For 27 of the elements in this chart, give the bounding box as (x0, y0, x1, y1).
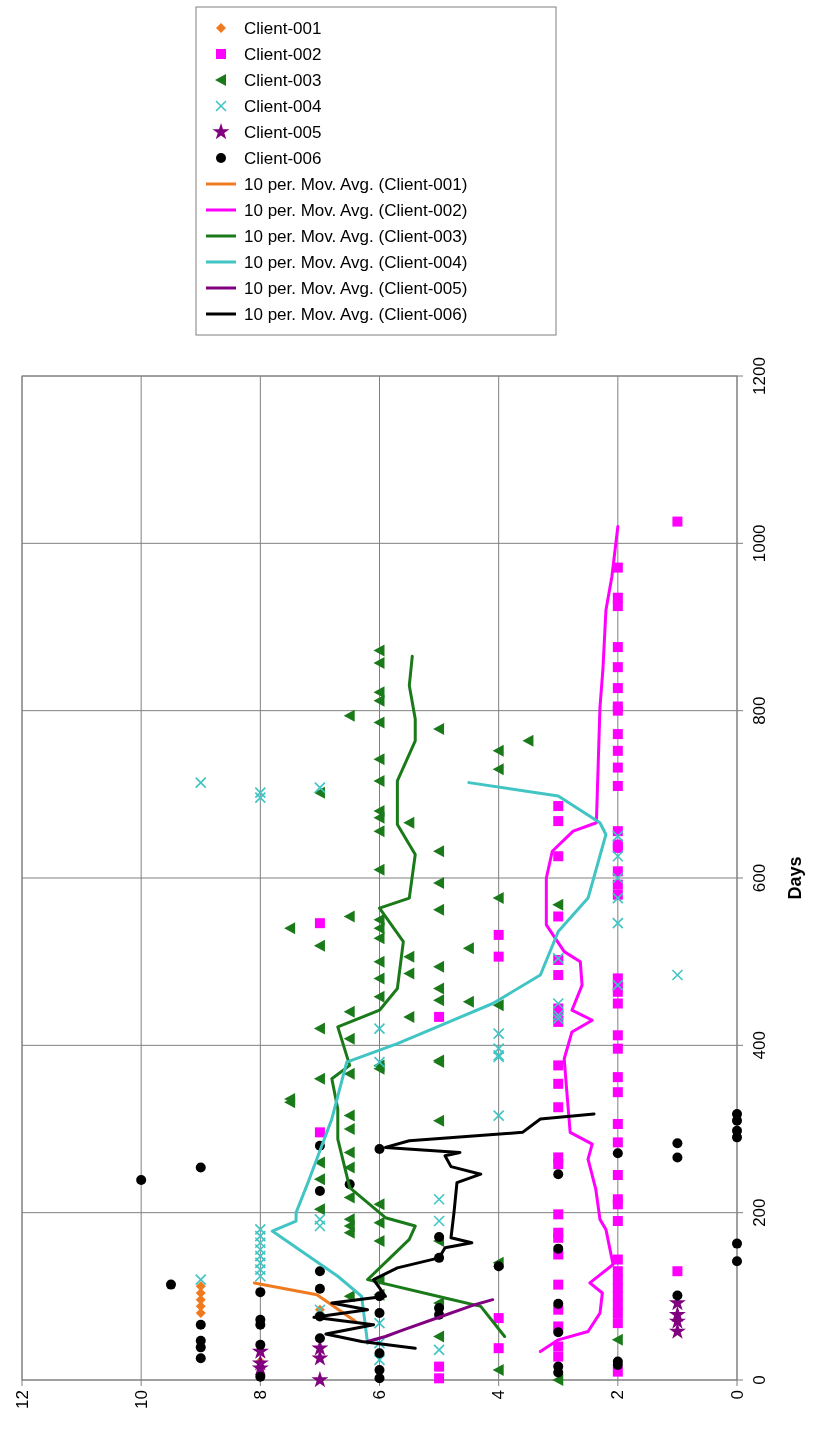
legend-label: 10 per. Mov. Avg. (Client-005) (244, 278, 468, 298)
x-tick-label: 10 (131, 1390, 151, 1409)
y-tick-label: 600 (749, 863, 769, 893)
y-tick-label: 1200 (749, 357, 769, 395)
legend-label: Client-001 (244, 18, 322, 38)
legend-label: Client-004 (244, 96, 322, 116)
legend-label: 10 per. Mov. Avg. (Client-003) (244, 226, 468, 246)
x-tick-label: 4 (489, 1390, 509, 1400)
legend-label: 10 per. Mov. Avg. (Client-001) (244, 174, 468, 194)
y-tick-label: 200 (749, 1198, 769, 1227)
legend-label: Client-005 (244, 122, 322, 142)
legend-label: 10 per. Mov. Avg. (Client-006) (244, 304, 468, 324)
legend-label: Client-003 (244, 70, 322, 90)
x-tick-label: 6 (370, 1390, 389, 1400)
x-tick-label: 12 (12, 1390, 32, 1409)
y-tick-label: 0 (749, 1375, 769, 1385)
legend-label: 10 per. Mov. Avg. (Client-002) (244, 200, 468, 220)
y-tick-label: 400 (749, 1031, 769, 1060)
y-axis-title: Days (785, 856, 805, 900)
x-tick-label: 0 (727, 1390, 747, 1400)
x-tick-label: 8 (250, 1390, 270, 1400)
legend-label: 10 per. Mov. Avg. (Client-004) (244, 252, 468, 272)
y-tick-label: 1000 (749, 524, 769, 563)
x-tick-label: 2 (608, 1390, 628, 1400)
legend-label: Client-002 (244, 44, 322, 64)
legend-label: Client-006 (244, 148, 322, 168)
y-tick-label: 800 (749, 696, 769, 725)
